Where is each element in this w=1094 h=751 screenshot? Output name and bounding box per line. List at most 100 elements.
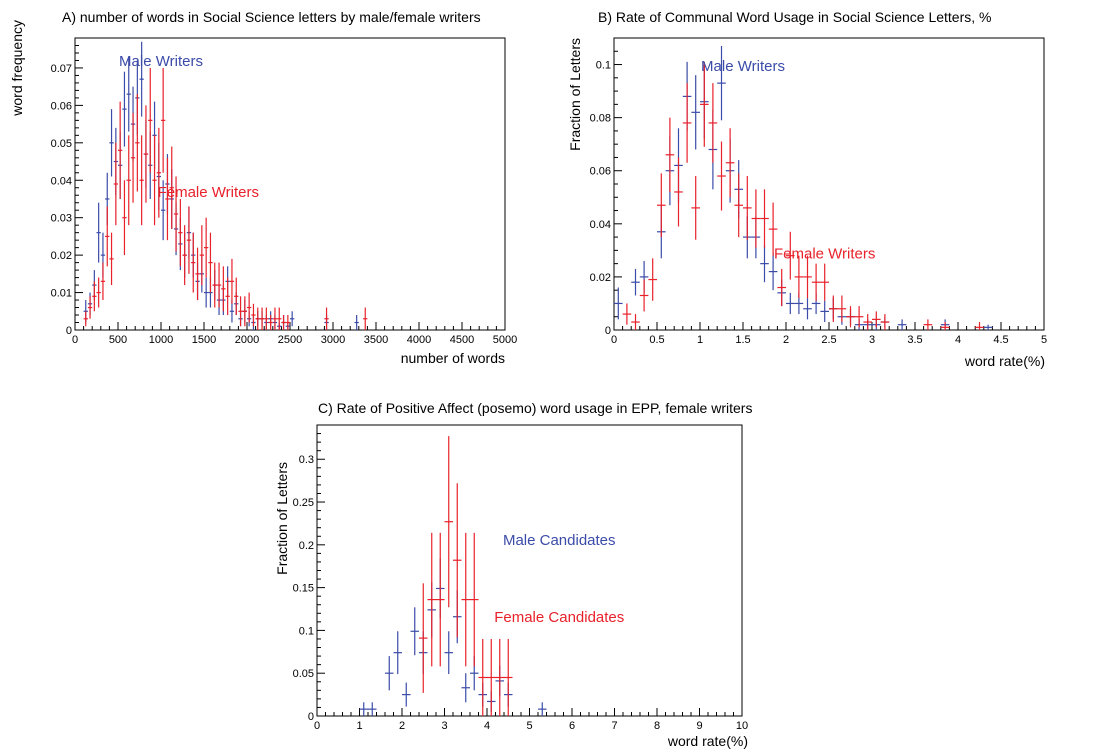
panel-a-female-point xyxy=(105,206,110,267)
panel-b-female-point xyxy=(940,322,950,330)
panel-a-female-point xyxy=(92,281,97,312)
panel-c-male-point xyxy=(461,673,470,703)
panel-a-y-tick-label: 0.05 xyxy=(51,138,72,150)
panel-c-data xyxy=(359,436,547,716)
panel-b-title: B) Rate of Communal Word Usage in Social… xyxy=(598,9,991,25)
panel-c-y-tick-label: 0.3 xyxy=(299,454,314,466)
panel-a-female-point xyxy=(264,307,269,330)
panel-a-female-point xyxy=(204,217,209,278)
panel-b-x-tick-label: 1.5 xyxy=(735,334,750,346)
panel-b-male-point xyxy=(983,324,993,330)
panel-c-female-point xyxy=(487,638,496,716)
panel-a-y-tick-label: 0.03 xyxy=(51,213,72,225)
panel-b-female-point xyxy=(829,295,838,323)
panel-c-female-point xyxy=(461,532,470,667)
panel-a-x-tick-label: 1000 xyxy=(149,334,173,346)
panel-b-female-point xyxy=(820,263,829,301)
panel-a-x-tick-label: 2000 xyxy=(235,334,259,346)
panel-c-x-tick-label: 10 xyxy=(736,720,748,732)
panel-a-x-tick-label: 2500 xyxy=(278,334,302,346)
panel-a-female-point xyxy=(152,135,157,226)
panel-b-female-point xyxy=(631,314,640,330)
panel-a-female-point xyxy=(156,127,161,218)
panel-b-x-tick-label: 0 xyxy=(611,334,617,346)
panel-a-y-tick-label: 0.06 xyxy=(51,100,72,112)
panel-c-male-point xyxy=(359,702,368,716)
panel-a-female-point xyxy=(161,67,166,173)
panel-b-female-point xyxy=(863,314,872,330)
panel-a-female-point xyxy=(113,142,118,226)
panel-c-female-point xyxy=(495,638,504,716)
panel-a-data xyxy=(83,41,368,330)
panel-c-x-tick-label: 0 xyxy=(314,720,320,732)
panel-b-female-point xyxy=(700,61,709,147)
panel-b-annotation-male: Male Writers xyxy=(701,58,785,75)
panel-b-male-point xyxy=(768,253,778,291)
panel-b-y-tick-label: 0.08 xyxy=(590,113,611,125)
panel-b-y-ticks: 0 0.02 0.04 0.06 0.08 0.1 xyxy=(590,50,622,337)
panel-c-y-tick-label: 0.05 xyxy=(293,668,314,680)
panel-a-annotation-male: Male Writers xyxy=(119,53,203,70)
panel-c-female-point xyxy=(427,532,436,667)
panel-a-female-point xyxy=(100,262,106,301)
panel-b-female-point xyxy=(622,303,632,325)
panel-a-female-point xyxy=(173,176,179,252)
panel-a-female-point xyxy=(96,277,101,308)
panel-c-female-point xyxy=(470,532,479,667)
panel-a-male-point xyxy=(122,71,127,147)
panel-b-female-point xyxy=(777,268,786,307)
panel-c-x-tick-label: 4 xyxy=(484,720,490,732)
panel-b-female-point xyxy=(743,176,752,240)
panel-a-female-point xyxy=(268,315,273,330)
panel-a-female-point xyxy=(281,315,286,330)
panel-b-x-tick-label: 3 xyxy=(869,334,875,346)
panel-c-x-tick-label: 1 xyxy=(356,720,362,732)
panel-b-female-point xyxy=(975,322,984,330)
panel-c-male-point xyxy=(410,607,419,656)
panel-b-x-tick-label: 3.5 xyxy=(907,334,922,346)
panel-b-female-point xyxy=(803,255,812,299)
panel-b-x-tick-label: 0.5 xyxy=(649,334,664,346)
panel-a-female-point xyxy=(178,198,183,267)
panel-a-x-tick-label: 0 xyxy=(72,334,78,346)
panel-a-female-point xyxy=(212,262,217,308)
panel-c-male-point xyxy=(368,702,377,716)
panel-c-male-point xyxy=(402,682,411,707)
panel-b-x-tick-label: 2 xyxy=(783,334,789,346)
panel-a-female-point xyxy=(87,296,93,319)
panel-a-female-point xyxy=(143,105,149,203)
panel-a-annotation-female: Female Writers xyxy=(158,184,259,201)
panel-b-female-point xyxy=(811,263,821,301)
panel-a-y-tick-label: 0.04 xyxy=(51,175,72,187)
panel-a-male-point xyxy=(139,41,144,117)
panel-c-female-point xyxy=(419,583,428,693)
panel-c-x-tick-label: 5 xyxy=(526,720,532,732)
panel-b-y-axis-label: Fraction of Letters xyxy=(567,38,583,151)
panel-a-female-point xyxy=(148,67,153,173)
panel-c: C) Rate of Positive Affect (posemo) word… xyxy=(274,400,752,749)
panel-b-male-point xyxy=(786,292,795,315)
panel-b-male-point xyxy=(631,268,640,296)
panel-c-female-point xyxy=(478,638,487,716)
panel-b-y-tick-label: 0.04 xyxy=(590,219,611,231)
panel-c-x-tick-label: 3 xyxy=(441,720,447,732)
panel-b-male-point xyxy=(691,75,700,150)
panel-b-female-point xyxy=(665,117,675,192)
panel-a-x-tick-label: 4500 xyxy=(450,334,474,346)
panel-b-y-tick-label: 0.02 xyxy=(590,272,611,284)
panel-a-female-point xyxy=(191,232,196,293)
panel-c-x-tick-label: 7 xyxy=(611,720,617,732)
panel-b-y-tick-label: 0.06 xyxy=(590,166,611,178)
panel-a-x-tick-label: 1500 xyxy=(192,334,216,346)
panel-b-female-point xyxy=(657,173,666,238)
panel-b-female-point xyxy=(717,141,726,211)
panel-c-y-ticks: 0 0.05 0.1 0.15 0.2 0.25 0.3 xyxy=(293,424,325,723)
panel-b-female-point xyxy=(691,176,700,240)
panel-a-x-tick-label: 4000 xyxy=(407,334,431,346)
panel-a-male-point xyxy=(161,180,166,241)
panel-c-female-point xyxy=(444,436,453,608)
panel-c-x-tick-label: 8 xyxy=(654,720,660,732)
panel-a-female-point xyxy=(130,112,136,203)
panel-a-female-point xyxy=(169,146,174,229)
panel-a-female-point xyxy=(285,315,290,330)
